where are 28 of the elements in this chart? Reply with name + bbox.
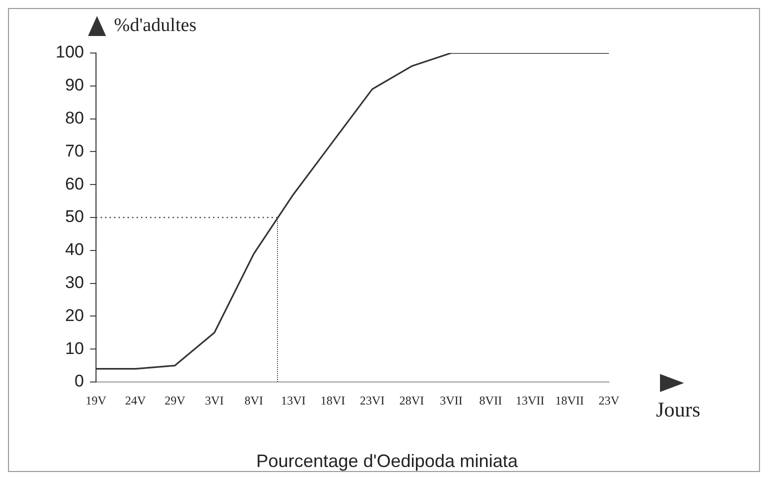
y-tick-label: 100 (56, 42, 84, 62)
x-tick-label: 8VII (479, 393, 502, 408)
x-tick-label: 28VI (399, 393, 424, 408)
x-tick-label: 8VI (244, 393, 264, 408)
x-tick-label: 19V (86, 393, 107, 408)
y-tick-label: 70 (65, 141, 84, 160)
x-axis-title: Jours (656, 398, 700, 422)
x-tick-label: 18VI (320, 393, 346, 408)
y-tick-label: 40 (65, 240, 84, 260)
x-tick-label: 23V (598, 393, 620, 408)
y-tick-label: 50 (65, 207, 84, 226)
y-tick-label: 90 (65, 76, 84, 95)
y-tick-label: 20 (65, 306, 84, 325)
y-tick-label: 60 (65, 174, 84, 194)
y-axis-title: %d'adultes (114, 14, 197, 36)
x-tick-label: 3VII (440, 393, 462, 408)
y-tick-label: 80 (65, 108, 84, 128)
y-tick-label: 10 (65, 338, 84, 358)
x-tick-label: 29V (164, 393, 186, 408)
text: Pourcentage d'Oedipoda miniata (255, 451, 519, 472)
x-tick-label: 13VII (516, 393, 544, 408)
y-tick-label: 0 (74, 372, 84, 391)
y-tick-label: 30 (65, 272, 84, 292)
x-tick-label: 18VII (555, 393, 584, 408)
x-tick-label: 13VI (280, 393, 306, 408)
x-tick-label: 24V (125, 393, 146, 408)
x-tick-label: 23VI (360, 393, 385, 408)
x-tick-label: 3VI (205, 393, 224, 408)
